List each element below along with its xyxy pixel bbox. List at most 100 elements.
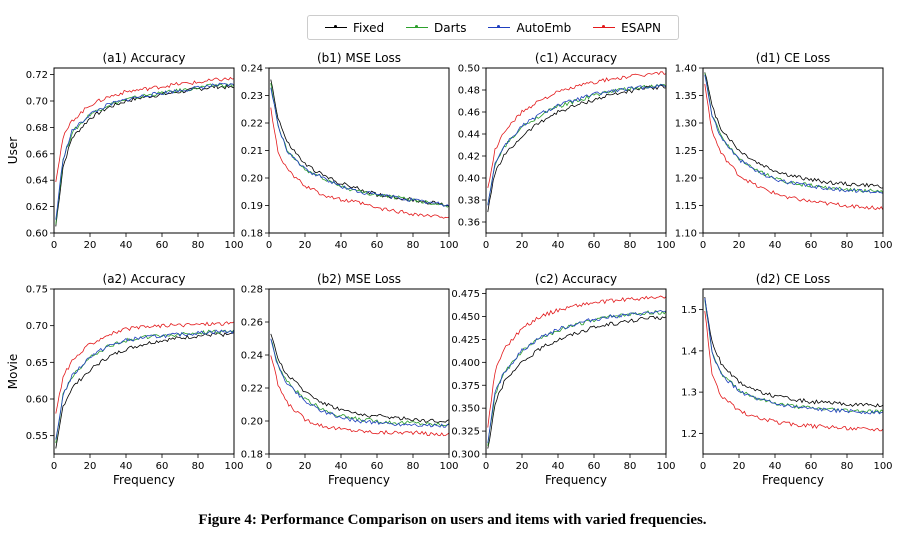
x-axis-label-d2: Frequency	[762, 473, 824, 487]
y-tick-label-c1: 0.48	[458, 86, 480, 97]
x-tick-label-a1: 40	[120, 240, 133, 251]
series-line-d1-darts	[704, 73, 883, 194]
series-line-c2-darts	[487, 310, 666, 447]
series-line-d2-esapn	[704, 311, 883, 432]
legend-label-fixed: Fixed	[352, 20, 385, 35]
x-tick-label-a2: 20	[84, 461, 97, 472]
y-tick-label-b2: 0.28	[241, 285, 263, 296]
y-tick-label-b1: 0.20	[241, 174, 263, 185]
panel-title-a2: (a2) Accuracy	[103, 272, 186, 286]
y-tick-label-c2: 0.425	[451, 335, 480, 346]
y-tick-label-d1: 1.25	[675, 146, 697, 157]
x-tick-label-d1: 20	[733, 240, 746, 251]
y-tick-label-b1: 0.21	[241, 146, 263, 157]
y-tick-label-d1: 1.30	[675, 119, 697, 130]
panel-c1: (c1) Accuracy 0 20 40 60 80 100 0.36 0.38 0.40 0.4…	[458, 51, 676, 251]
y-tick-label-a2: 0.65	[26, 358, 48, 369]
x-tick-label-b1: 80	[407, 240, 420, 251]
y-tick-label-a1: 0.70	[26, 97, 48, 108]
legend-item-esapn: ESAPN	[593, 21, 661, 35]
y-tick-label-b2: 0.26	[241, 318, 263, 329]
y-tick-label-c1: 0.44	[458, 130, 480, 141]
legend-swatch-esapn	[593, 25, 616, 28]
y-tick-label-c1: 0.38	[458, 196, 480, 207]
x-tick-label-c2: 20	[516, 461, 529, 472]
x-tick-label-b1: 0	[266, 240, 272, 251]
series-line-d1-autoemb	[704, 74, 883, 194]
panel-title-c2: (c2) Accuracy	[535, 272, 617, 286]
y-tick-label-b1: 0.23	[241, 91, 263, 102]
axes-frame-c2	[485, 288, 667, 455]
x-tick-label-c1: 0	[483, 240, 489, 251]
series-line-d2-darts	[704, 299, 883, 414]
legend-item-darts: Darts	[406, 20, 467, 35]
y-tick-label-d1: 1.15	[675, 201, 697, 212]
series-line-b1-esapn	[270, 107, 449, 219]
y-tick-label-c2: 0.325	[451, 427, 480, 438]
panel-c2: (c2) Accuracy 0 20 40 60 80 100 0.300 0.325 0.350…	[451, 272, 675, 487]
legend-item-fixed: Fixed	[324, 20, 385, 35]
y-tick-label-c1: 0.40	[458, 174, 480, 185]
legend-swatch-darts	[406, 25, 429, 28]
legend-label-darts: Darts	[434, 20, 467, 35]
x-tick-label-d2: 60	[805, 461, 818, 472]
legend-label-esapn: ESAPN	[621, 20, 662, 35]
series-line-c2-esapn	[487, 295, 666, 428]
y-tick-label-b2: 0.22	[241, 384, 263, 395]
x-tick-label-d2: 0	[700, 461, 706, 472]
panel-b1: (b1) MSE Loss 0 20 40 60 80 100 0.18 0.19 0.20 0.2…	[241, 51, 459, 251]
x-tick-label-d1: 80	[841, 240, 854, 251]
y-tick-label-c2: 0.400	[451, 358, 480, 369]
x-tick-label-c1: 100	[656, 240, 675, 251]
y-tick-label-c2: 0.475	[451, 289, 480, 300]
axes-frame-a2	[53, 288, 235, 455]
x-tick-label-c2: 0	[483, 461, 489, 472]
y-tick-label-a1: 0.60	[26, 229, 48, 240]
y-tick-label-c1: 0.50	[458, 64, 480, 75]
series-line-c1-darts	[487, 83, 666, 205]
y-tick-label-b1: 0.18	[241, 229, 263, 240]
y-tick-label-b1: 0.24	[241, 64, 263, 75]
y-tick-label-c1: 0.36	[458, 218, 480, 229]
series-line-b2-fixed	[270, 333, 449, 423]
x-tick-label-a2: 60	[156, 461, 169, 472]
x-tick-label-c2: 100	[656, 461, 675, 472]
x-axis-label-c2: Frequency	[545, 473, 607, 487]
y-tick-label-c1: 0.42	[458, 152, 480, 163]
y-tick-label-b1: 0.19	[241, 201, 263, 212]
axes-frame-c1	[485, 67, 667, 234]
y-tick-label-c2: 0.375	[451, 381, 480, 392]
axes-frame-a1	[53, 67, 235, 234]
panel-d2: (d2) CE Loss 0 20 40 60 80 100 1.2 1.3 1.4 1.5 Freq…	[681, 272, 892, 487]
x-tick-label-c1: 40	[552, 240, 565, 251]
x-tick-label-d2: 40	[769, 461, 782, 472]
y-tick-label-c2: 0.300	[451, 450, 480, 461]
series-line-d1-esapn	[704, 83, 883, 211]
y-tick-label-a1: 0.72	[26, 70, 48, 81]
x-tick-label-c1: 60	[588, 240, 601, 251]
series-line-d2-autoemb	[704, 298, 883, 415]
axes-frame-b1	[268, 67, 450, 234]
y-tick-label-a2: 0.70	[26, 321, 48, 332]
x-tick-label-d1: 100	[873, 240, 892, 251]
y-tick-label-b1: 0.22	[241, 119, 263, 130]
x-tick-label-b2: 20	[299, 461, 312, 472]
series-line-a2-autoemb	[55, 329, 234, 440]
series-line-c1-autoemb	[487, 84, 666, 206]
axes-frame-b2	[268, 288, 450, 455]
y-tick-label-d2: 1.2	[681, 429, 697, 440]
y-tick-label-d2: 1.4	[681, 346, 697, 357]
y-tick-label-a1: 0.68	[26, 123, 48, 134]
panel-title-c1: (c1) Accuracy	[535, 51, 617, 65]
y-tick-label-b2: 0.20	[241, 417, 263, 428]
series-line-b2-darts	[270, 338, 449, 427]
y-tick-label-d1: 1.35	[675, 91, 697, 102]
y-tick-label-c1: 0.46	[458, 108, 480, 119]
figure-caption: Figure 4: Performance Comparison on user…	[198, 512, 707, 528]
series-line-d2-fixed	[704, 296, 883, 408]
x-tick-label-b1: 60	[371, 240, 384, 251]
x-tick-label-b2: 40	[335, 461, 348, 472]
y-tick-label-d2: 1.3	[681, 388, 697, 399]
panel-b2: (b2) MSE Loss 0 20 40 60 80 100 0.18 0.20 0.22 0.2…	[241, 272, 459, 487]
x-tick-label-b1: 20	[299, 240, 312, 251]
